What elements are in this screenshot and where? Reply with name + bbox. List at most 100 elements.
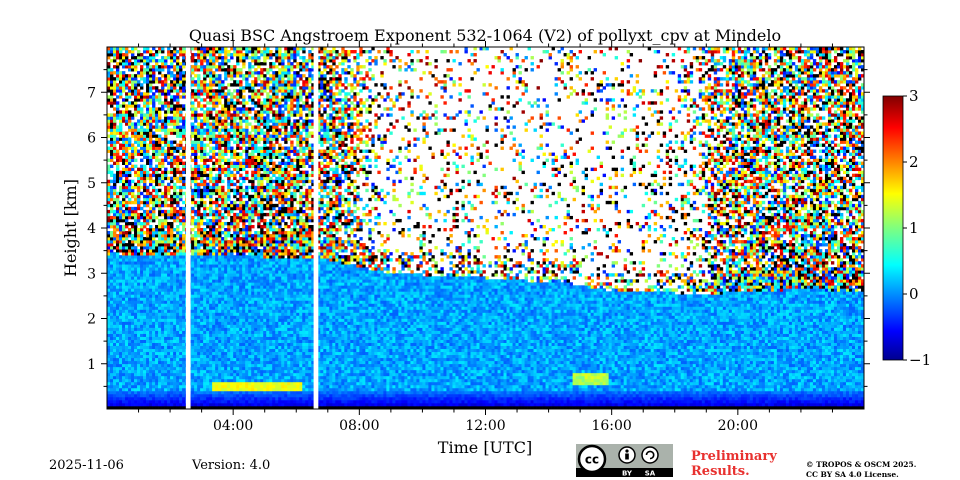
heatmap-cell (245, 234, 249, 238)
heatmap-cell (140, 128, 144, 132)
heatmap-cell (116, 89, 120, 93)
heatmap-cell (194, 152, 198, 156)
heatmap-cell (128, 336, 132, 340)
heatmap-cell (215, 381, 219, 386)
heatmap-cell (113, 155, 117, 159)
heatmap-cell (191, 113, 195, 117)
heatmap-cell (167, 185, 171, 190)
heatmap-cell (122, 89, 126, 93)
heatmap-cell (182, 309, 186, 313)
heatmap-cell (158, 258, 162, 262)
heatmap-cell (161, 252, 165, 256)
heatmap-cell (113, 261, 117, 265)
heatmap-cell (116, 300, 120, 304)
heatmap-cell (113, 237, 117, 241)
heatmap-cell (113, 336, 117, 340)
heatmap-cell (161, 366, 165, 371)
heatmap-cell (173, 390, 177, 395)
heatmap-cell (221, 231, 225, 235)
heatmap-cell (182, 228, 186, 232)
heatmap-cell (113, 258, 117, 262)
heatmap-cell (119, 80, 123, 84)
heatmap-cell (140, 95, 144, 99)
heatmap-cell (206, 243, 210, 247)
heatmap-cell (134, 101, 138, 105)
heatmap-cell (245, 366, 249, 371)
heatmap-cell (158, 390, 162, 395)
heatmap-cell (191, 273, 195, 277)
heatmap-cell (149, 309, 153, 313)
heatmap-cell (155, 321, 159, 325)
heatmap-cell (203, 92, 207, 96)
heatmap-cell (107, 315, 111, 319)
heatmap-cell (128, 62, 132, 66)
heatmap-cell (116, 221, 120, 226)
heatmap-cell (128, 339, 132, 343)
heatmap-cell (131, 65, 135, 69)
heatmap-cell (134, 209, 138, 214)
heatmap-cell (170, 381, 174, 386)
heatmap-cell (194, 221, 198, 226)
heatmap-cell (194, 234, 198, 238)
heatmap-cell (221, 273, 225, 277)
heatmap-cell (197, 357, 201, 362)
heatmap-cell (137, 203, 141, 208)
heatmap-cell (158, 228, 162, 232)
heatmap-cell (116, 249, 120, 253)
heatmap-cell (218, 56, 222, 60)
heatmap-cell (212, 339, 216, 343)
heatmap-cell (158, 321, 162, 325)
heatmap-cell (215, 348, 219, 353)
heatmap-cell (152, 98, 156, 102)
heatmap-cell (242, 396, 246, 401)
heatmap-cell (179, 77, 183, 81)
heatmap-cell (140, 116, 144, 120)
heatmap-cell (197, 68, 201, 72)
heatmap-cell (206, 185, 210, 190)
heatmap-cell (179, 140, 183, 144)
heatmap-cell (152, 119, 156, 123)
heatmap-cell (140, 122, 144, 126)
heatmap-cell (212, 161, 216, 165)
heatmap-cell (122, 143, 126, 147)
heatmap-cell (212, 122, 216, 126)
heatmap-cell (167, 234, 171, 238)
heatmap-cell (239, 303, 243, 307)
heatmap-cell (107, 194, 111, 199)
heatmap-cell (239, 107, 243, 111)
heatmap-cell (245, 228, 249, 232)
heatmap-cell (242, 276, 246, 280)
heatmap-cell (164, 212, 168, 217)
heatmap-cell (113, 86, 117, 90)
heatmap-cell (209, 110, 213, 114)
heatmap-cell (149, 59, 153, 63)
heatmap-cell (110, 231, 114, 235)
heatmap-cell (167, 122, 171, 126)
heatmap-cell (230, 354, 234, 359)
heatmap-cell (242, 405, 246, 409)
heatmap-cell (215, 294, 219, 298)
heatmap-cell (125, 396, 129, 401)
heatmap-cell (197, 360, 201, 365)
heatmap-cell (161, 56, 165, 60)
heatmap-cell (191, 218, 195, 223)
heatmap-cell (164, 56, 168, 60)
heatmap-cell (143, 68, 147, 72)
heatmap-cell (146, 221, 150, 226)
heatmap-cell (176, 215, 180, 220)
heatmap-cell (131, 101, 135, 105)
heatmap-cell (131, 224, 135, 229)
heatmap-cell (134, 59, 138, 63)
heatmap-cell (167, 197, 171, 202)
heatmap-cell (176, 405, 180, 409)
heatmap-cell (233, 164, 237, 169)
heatmap-cell (140, 255, 144, 259)
heatmap-cell (203, 399, 207, 404)
heatmap-cell (242, 273, 246, 277)
heatmap-cell (110, 273, 114, 277)
heatmap-cell (206, 342, 210, 346)
heatmap-cell (197, 348, 201, 353)
heatmap-cell (194, 357, 198, 362)
heatmap-cell (149, 143, 153, 147)
heatmap-cell (179, 152, 183, 156)
